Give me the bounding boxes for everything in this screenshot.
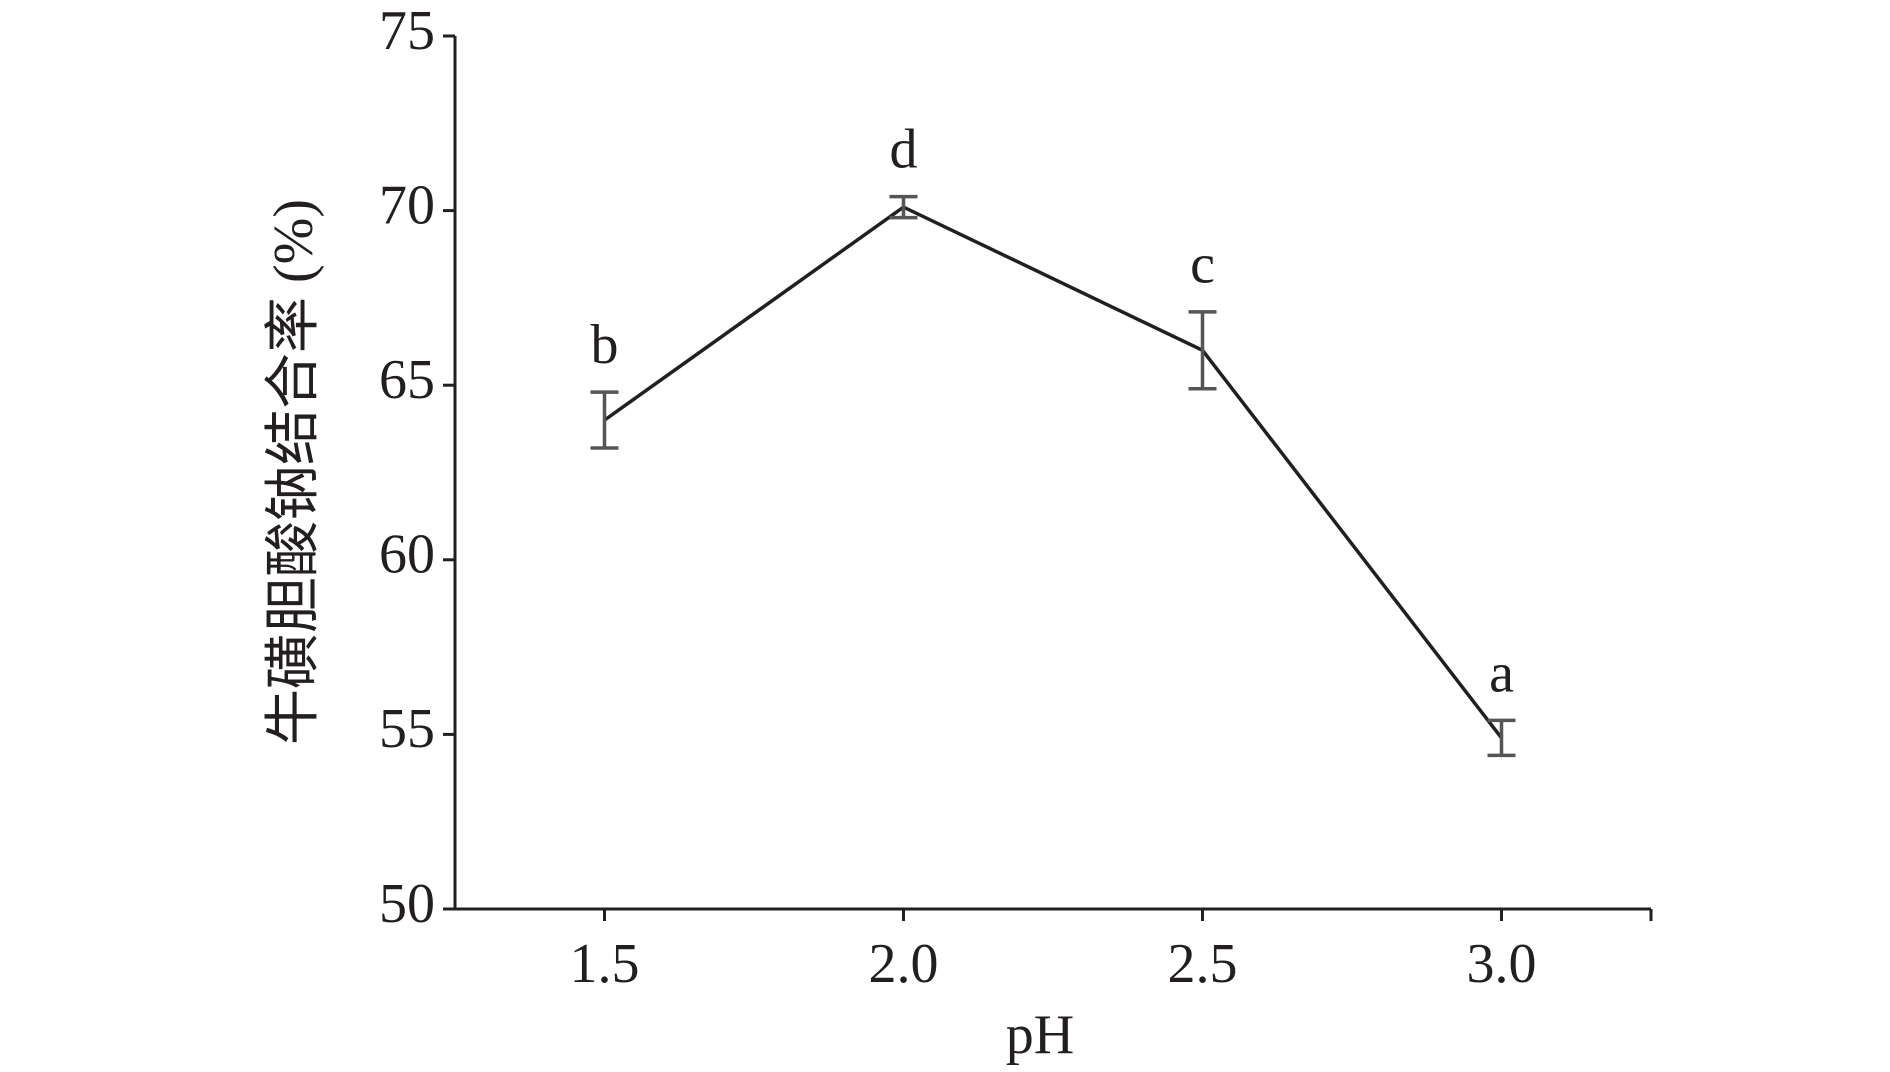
y-tick-label: 50 — [379, 873, 435, 935]
series-line — [603, 205, 1503, 739]
y-tick-label: 75 — [379, 0, 435, 62]
y-tick-label: 55 — [379, 698, 435, 760]
x-tick-label: 3.0 — [1467, 933, 1537, 995]
error-bar — [1188, 310, 1217, 391]
significance-letter: c — [1190, 234, 1215, 296]
significance-letter: b — [591, 314, 619, 376]
y-tick-label: 60 — [379, 524, 435, 586]
x-tick-label: 2.0 — [869, 933, 939, 995]
significance-letter: d — [890, 118, 918, 180]
error-bar — [1487, 718, 1516, 758]
y-axis-label: 牛磺胆酸钠结合率 (%) — [263, 199, 325, 745]
y-tick-label: 65 — [379, 349, 435, 411]
y-tick-label: 70 — [379, 174, 435, 236]
x-axis-label: pH — [1006, 1004, 1074, 1066]
error-bar — [590, 390, 619, 450]
significance-letter: a — [1489, 642, 1514, 704]
error-bar — [889, 194, 918, 220]
x-tick-label: 1.5 — [570, 933, 640, 995]
x-tick-label: 2.5 — [1168, 933, 1238, 995]
